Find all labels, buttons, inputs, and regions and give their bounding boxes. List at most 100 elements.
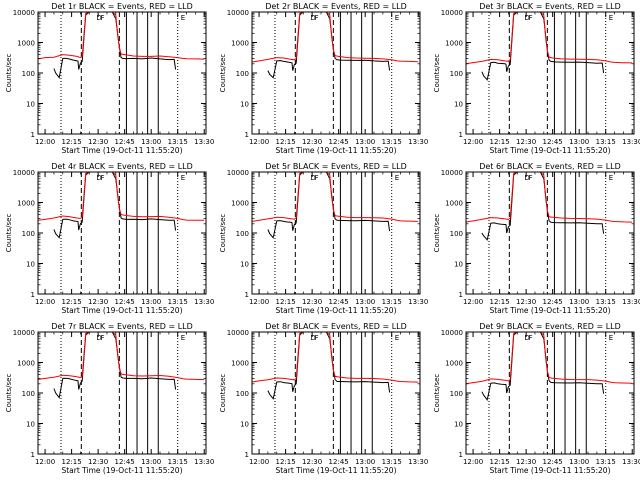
x-tick-label: 13:30 [408, 138, 428, 146]
series-line-events [267, 332, 391, 400]
y-tick-label: 100 [450, 230, 463, 238]
x-tick-label: 12:45 [543, 138, 563, 146]
event-marker-label: E [395, 174, 399, 182]
x-tick-label: 12:45 [543, 298, 563, 306]
y-tick-label: 10 [240, 421, 249, 429]
y-tick-label: 10 [454, 101, 463, 109]
x-tick-label: 12:30 [516, 138, 536, 146]
event-marker-label: D [310, 334, 315, 342]
panel-title: Det 6r BLACK = Events, RED = LLD [479, 162, 621, 171]
x-tick-label: 12:15 [62, 458, 82, 466]
panel-title: Det 4r BLACK = Events, RED = LLD [51, 162, 193, 171]
y-tick-label: 1000 [445, 200, 463, 208]
y-tick-label: 100 [450, 70, 463, 78]
panel-title: Det 3r BLACK = Events, RED = LLD [479, 2, 621, 11]
x-tick-label: 13:00 [355, 458, 375, 466]
chart-panel: Det 1r BLACK = Events, RED = LLD DF E 1 10 10… [5, 2, 214, 155]
event-marker-label: F [529, 174, 533, 182]
x-axis-label: Start Time (19-Oct-11 11:55:20) [61, 146, 182, 155]
series-line-events [53, 172, 177, 239]
y-axis-label: Counts/sec [433, 374, 441, 413]
x-tick-label: 13:15 [382, 298, 402, 306]
x-tick-label: 12:00 [249, 458, 269, 466]
panel-title: Det 1r BLACK = Events, RED = LLD [51, 2, 193, 11]
series-line-lld [38, 172, 205, 221]
y-tick-label: 100 [22, 70, 35, 78]
y-axis-label: Counts/sec [5, 54, 13, 93]
event-marker-label: D [524, 174, 529, 182]
x-axis-label: Start Time (19-Oct-11 11:55:20) [275, 306, 396, 315]
x-axis-label: Start Time (19-Oct-11 11:55:20) [489, 466, 610, 475]
panel-plot-area [466, 12, 633, 134]
y-axis-label: Counts/sec [219, 54, 227, 93]
x-tick-label: 12:15 [62, 298, 82, 306]
series-line-events [267, 172, 391, 239]
x-tick-label: 12:00 [463, 138, 483, 146]
x-tick-label: 12:15 [276, 298, 296, 306]
series-line-events [481, 12, 605, 81]
event-marker-label: E [609, 14, 613, 22]
x-tick-label: 13:00 [141, 298, 161, 306]
series-line-events [481, 332, 605, 401]
y-axis-label: Counts/sec [219, 374, 227, 413]
x-axis-label: Start Time (19-Oct-11 11:55:20) [61, 466, 182, 475]
y-tick-label: 1 [245, 131, 249, 139]
panel-plot-area [38, 12, 205, 134]
series-line-lld [38, 12, 205, 60]
x-tick-label: 12:15 [276, 138, 296, 146]
x-tick-label: 13:15 [168, 298, 188, 306]
x-tick-label: 12:45 [329, 138, 349, 146]
y-tick-label: 10 [454, 261, 463, 269]
x-tick-label: 12:45 [115, 458, 135, 466]
y-tick-label: 1 [459, 451, 463, 459]
y-tick-label: 100 [236, 230, 249, 238]
event-marker-label: E [395, 14, 399, 22]
event-marker-label: E [181, 334, 185, 342]
x-tick-label: 13:30 [194, 458, 214, 466]
series-line-events [53, 12, 177, 79]
panel-plot-area [252, 332, 419, 454]
event-marker-label: D [524, 334, 529, 342]
panel-title: Det 7r BLACK = Events, RED = LLD [51, 322, 193, 331]
y-tick-label: 1 [459, 291, 463, 299]
x-tick-label: 13:00 [141, 138, 161, 146]
x-tick-label: 12:15 [276, 458, 296, 466]
x-tick-label: 12:00 [35, 458, 55, 466]
y-tick-label: 1000 [445, 40, 463, 48]
y-tick-label: 10 [240, 261, 249, 269]
x-tick-label: 13:00 [141, 458, 161, 466]
y-tick-label: 1000 [17, 360, 35, 368]
event-marker-label: D [524, 14, 529, 22]
x-axis-label: Start Time (19-Oct-11 11:55:20) [61, 306, 182, 315]
y-axis-label: Counts/sec [433, 214, 441, 253]
chart-panel: Det 6r BLACK = Events, RED = LLD DF E 1 10 10… [433, 162, 640, 315]
y-axis-label: Counts/sec [5, 214, 13, 253]
panel-plot-area [466, 172, 633, 294]
event-marker-label: F [315, 334, 319, 342]
x-tick-label: 13:00 [355, 138, 375, 146]
y-tick-label: 10000 [227, 329, 249, 337]
event-marker-label: E [181, 174, 185, 182]
event-marker-label: F [529, 14, 533, 22]
x-tick-label: 13:30 [622, 298, 640, 306]
x-tick-label: 12:30 [302, 138, 322, 146]
event-marker-label: E [395, 334, 399, 342]
event-marker-label: F [315, 174, 319, 182]
event-marker-label: F [101, 334, 105, 342]
series-line-lld [252, 12, 419, 63]
x-tick-label: 13:30 [408, 298, 428, 306]
x-tick-label: 12:45 [329, 298, 349, 306]
series-line-events [267, 12, 391, 79]
y-tick-label: 10000 [13, 9, 35, 17]
x-axis-label: Start Time (19-Oct-11 11:55:20) [489, 306, 610, 315]
event-marker-label: F [315, 14, 319, 22]
x-tick-label: 13:00 [569, 138, 589, 146]
series-line-lld [252, 172, 419, 222]
x-axis-label: Start Time (19-Oct-11 11:55:20) [275, 146, 396, 155]
x-axis-label: Start Time (19-Oct-11 11:55:20) [489, 146, 610, 155]
x-tick-label: 12:00 [35, 298, 55, 306]
chart-panel: Det 8r BLACK = Events, RED = LLD DF E 1 10 10… [219, 322, 428, 475]
event-marker-label: E [609, 334, 613, 342]
